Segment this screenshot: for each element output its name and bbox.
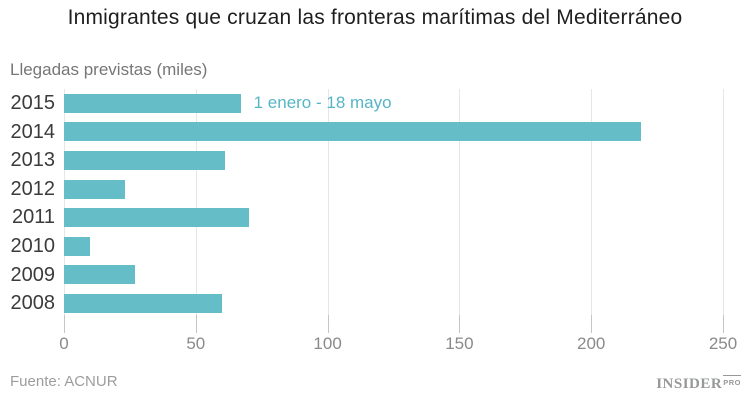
year-label-2015: 2015 xyxy=(10,92,56,114)
gridline-150 xyxy=(459,89,461,315)
chart-row-2014: 2014 xyxy=(0,118,750,147)
year-label-2014: 2014 xyxy=(10,120,56,143)
chart-title: Inmigrantes que cruzan las fronteras mar… xyxy=(67,6,683,29)
bar-2009 xyxy=(64,265,136,285)
x-tick-label-150: 150 xyxy=(445,334,474,353)
chart-row-2010: 2010 xyxy=(0,232,750,261)
logo-main-text: INSIDER xyxy=(656,376,723,392)
gridline-100 xyxy=(327,89,329,315)
tickmark-100 xyxy=(327,315,329,333)
bar-2008 xyxy=(64,293,223,313)
x-tick-label-100: 100 xyxy=(313,334,342,353)
chart-row-2012: 2012 xyxy=(0,175,750,204)
tickmark-50 xyxy=(195,315,197,333)
gridline-0 xyxy=(64,89,65,315)
x-tick-label-200: 200 xyxy=(577,334,606,353)
x-tick-label-0: 0 xyxy=(59,334,69,353)
tickmark-150 xyxy=(459,315,461,333)
period-annotation: 1 enero - 18 mayo xyxy=(253,93,392,112)
bar-2013 xyxy=(64,150,225,170)
bar-2011 xyxy=(64,208,249,228)
gridline-250 xyxy=(723,89,724,315)
year-label-2009: 2009 xyxy=(10,263,56,286)
bar-2010 xyxy=(64,236,91,256)
tickmark-200 xyxy=(591,315,593,333)
chart-row-2013: 2013 xyxy=(0,146,750,175)
source-label: Fuente: ACNUR xyxy=(10,373,118,390)
y-axis-title: Llegadas previstas (miles) xyxy=(10,60,208,79)
chart-row-2015: 2015 1 enero - 18 mayo xyxy=(0,89,750,118)
tickmark-0 xyxy=(64,315,65,333)
x-tick-label-50: 50 xyxy=(186,334,206,353)
bar-2014 xyxy=(64,122,642,142)
gridline-200 xyxy=(591,89,593,315)
year-label-2010: 2010 xyxy=(10,235,56,257)
year-label-2013: 2013 xyxy=(10,149,56,172)
logo-sub-text: PRO xyxy=(723,375,741,387)
tickmark-250 xyxy=(723,315,724,333)
year-label-2008: 2008 xyxy=(10,292,56,315)
bar-2012 xyxy=(64,179,125,199)
chart-row-2008: 2008 xyxy=(0,289,750,318)
chart-row-2011: 2011 xyxy=(0,203,750,232)
gridline-50 xyxy=(195,89,197,315)
x-tick-label-250: 250 xyxy=(708,334,738,353)
chart-row-2009: 2009 xyxy=(0,261,750,290)
year-label-2012: 2012 xyxy=(10,177,56,200)
insiderpro-logo: INSIDERPRO xyxy=(656,375,741,393)
bar-2015 xyxy=(64,93,241,113)
year-label-2011: 2011 xyxy=(11,206,55,229)
